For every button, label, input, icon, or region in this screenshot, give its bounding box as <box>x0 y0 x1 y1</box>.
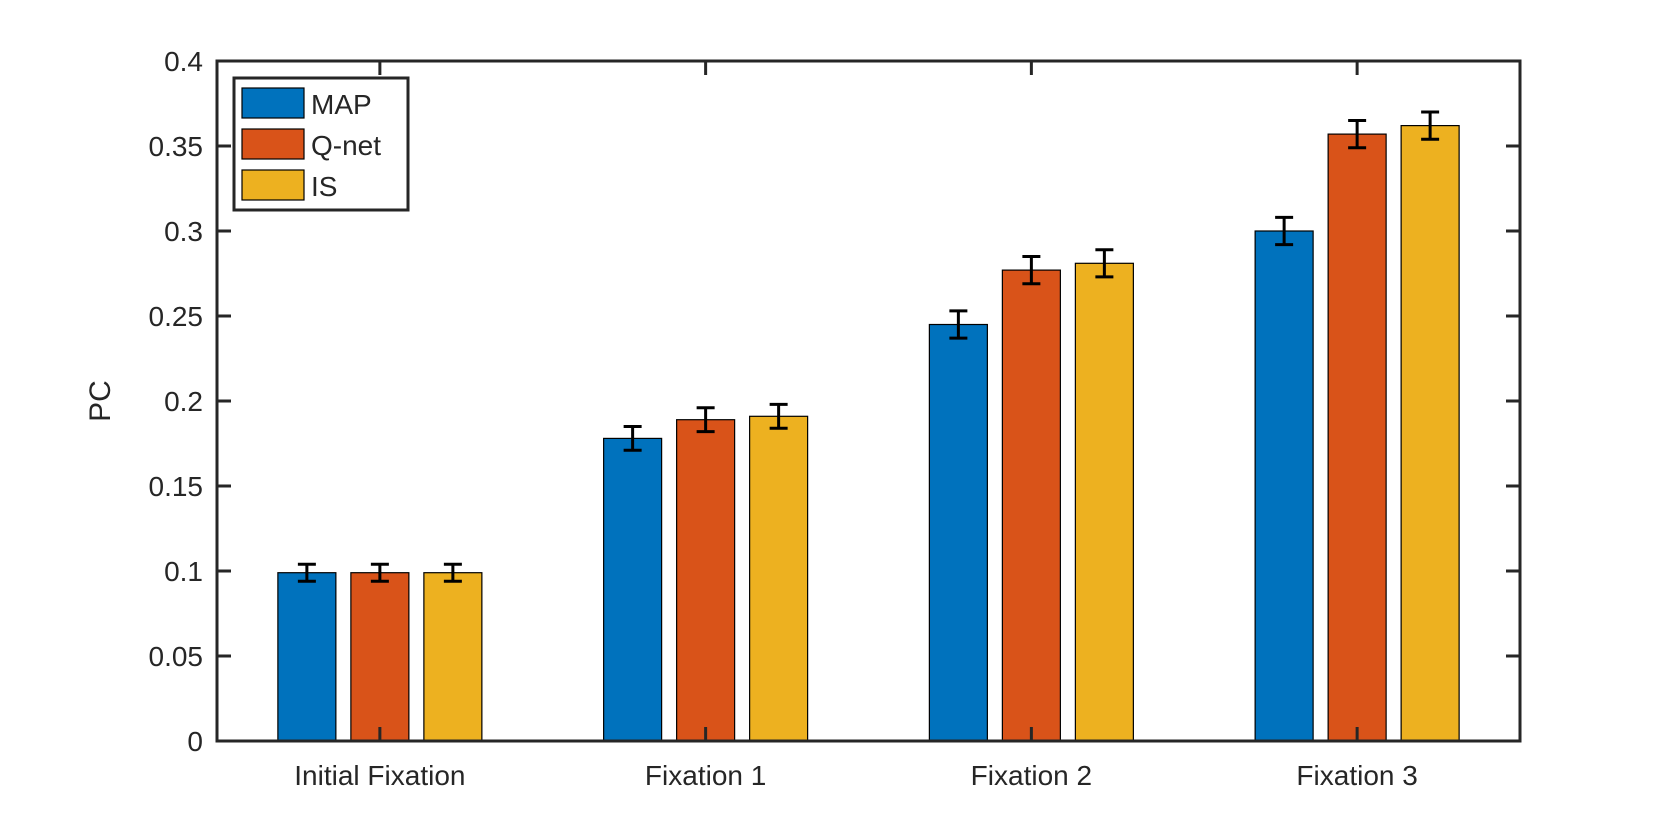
bar-is-0 <box>423 572 483 742</box>
y-tick-label: 0.05 <box>149 641 204 672</box>
error-bar-map-0 <box>297 562 316 583</box>
y-tick-label: 0.4 <box>164 46 203 77</box>
error-bar-map-3 <box>1275 215 1294 247</box>
legend: MAP Q-net IS <box>232 76 410 212</box>
bar-map-1 <box>603 437 663 742</box>
error-bar-q-net-3 <box>1348 119 1367 150</box>
y-axis-label: PC <box>84 380 117 422</box>
legend-label-is: IS <box>311 171 337 202</box>
bar-q-net-0 <box>350 572 410 742</box>
error-bar-is-1 <box>769 402 788 430</box>
x-tick-label: Fixation 3 <box>1296 760 1417 791</box>
bars-layer <box>277 124 1460 742</box>
error-bar-q-net-2 <box>1022 255 1041 286</box>
legend-label-map: MAP <box>311 89 372 120</box>
y-tick-label: 0.2 <box>164 386 203 417</box>
error-bar-q-net-1 <box>696 406 715 434</box>
bar-q-net-3 <box>1327 133 1387 742</box>
error-bar-is-0 <box>443 562 462 583</box>
bar-map-0 <box>277 572 337 742</box>
bar-is-2 <box>1074 262 1134 742</box>
error-bar-map-2 <box>949 309 968 340</box>
legend-swatch-q-net <box>241 128 305 160</box>
error-bar-map-1 <box>623 425 642 452</box>
error-bar-is-2 <box>1095 248 1114 279</box>
x-tick-label: Fixation 1 <box>645 760 766 791</box>
axes: 0 0.05 0.1 0.15 0.2 0.25 0.3 0.35 0.4 Initial Fix… <box>149 46 1522 791</box>
error-bar-q-net-0 <box>370 562 389 583</box>
y-tick-label: 0.1 <box>164 556 203 587</box>
bar-is-3 <box>1400 124 1460 742</box>
bar-q-net-2 <box>1001 269 1061 742</box>
x-tick-label: Fixation 2 <box>971 760 1092 791</box>
legend-label-q-net: Q-net <box>311 130 381 161</box>
error-bars-layer <box>297 110 1440 583</box>
legend-swatch-map <box>241 87 305 119</box>
y-tick-label: 0.3 <box>164 216 203 247</box>
bar-is-1 <box>749 415 809 742</box>
bar-map-2 <box>928 323 988 742</box>
y-tick-label: 0.25 <box>149 301 204 332</box>
bar-q-net-1 <box>676 419 736 742</box>
y-tick-label: 0.35 <box>149 131 204 162</box>
bar-map-3 <box>1254 230 1314 742</box>
y-tick-label: 0.15 <box>149 471 204 502</box>
y-tick-label: 0 <box>187 726 203 757</box>
legend-swatch-is <box>241 169 305 201</box>
x-tick-label: Initial Fixation <box>294 760 465 791</box>
error-bar-is-3 <box>1421 110 1440 141</box>
